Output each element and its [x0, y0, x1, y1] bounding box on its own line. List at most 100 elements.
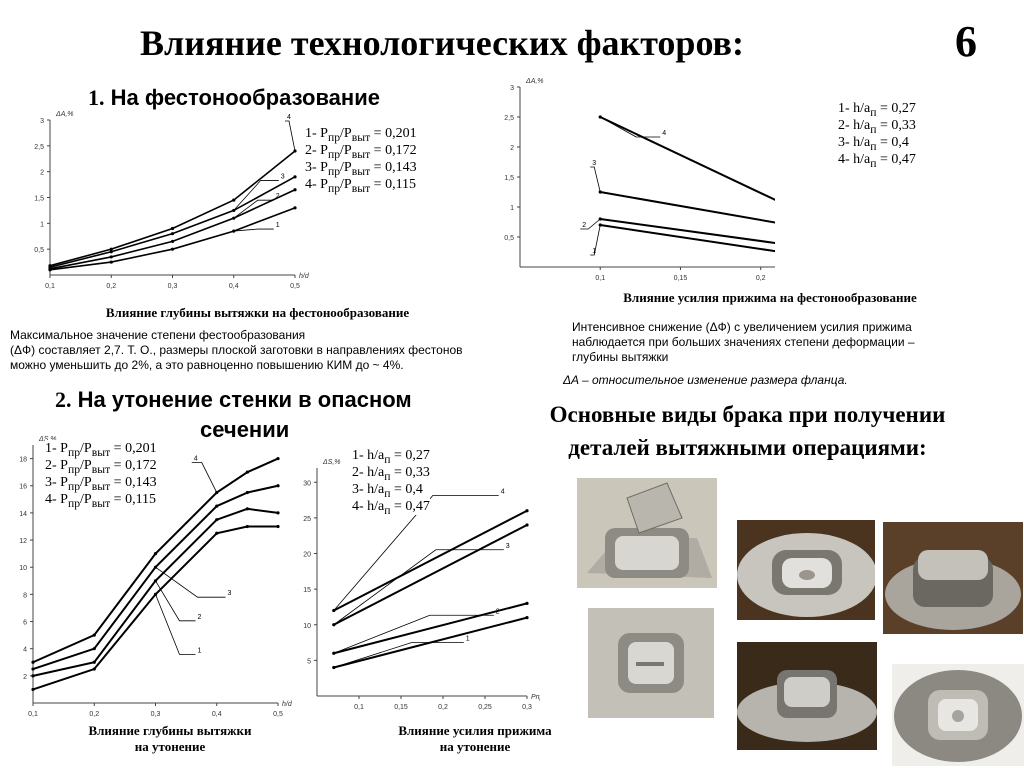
legend-entry: 4- h/aп = 0,47 — [838, 151, 916, 170]
series-leader — [155, 594, 196, 655]
series-point — [153, 552, 158, 556]
series-label: 2 — [496, 608, 500, 615]
y-tick-label: 0,5 — [504, 235, 514, 242]
section-2-line2: сечении — [200, 417, 290, 442]
series-line-3 — [333, 524, 528, 626]
series-leader — [233, 180, 279, 211]
legend-entry-n: 3- — [838, 135, 854, 150]
series-label: 4 — [501, 489, 505, 496]
legend-entry-n: 3- — [305, 160, 321, 175]
legend-entry-main: P — [320, 143, 328, 158]
caption-festoon-depth: Влияние глубины вытяжки на фестонообразо… — [105, 305, 410, 320]
legend-height-top: 1- h/aп = 0,27 2- h/aп = 0,33 3- h/aп = 0,… — [838, 100, 916, 170]
legend-entry-val: = 0,27 — [876, 101, 916, 116]
legend-entry-sub2: выт — [91, 445, 111, 459]
legend-entry-val: = 0,27 — [390, 448, 430, 463]
legend-entry-sub2: выт — [91, 462, 111, 476]
y-axis-label: ΔA,% — [55, 111, 74, 118]
series-point — [525, 601, 529, 605]
legend-entry-n: 1- — [838, 101, 854, 116]
series-label: 1 — [466, 636, 470, 643]
y-tick-label: 2 — [23, 674, 27, 681]
defect-photo-2 — [737, 520, 875, 620]
legend-entry-n: 2- — [838, 118, 854, 133]
y-tick-label: 10 — [19, 565, 27, 572]
note-line: Максимальное значение степени фестообраз… — [10, 328, 306, 342]
series-point — [215, 531, 219, 535]
series-label: 3 — [592, 160, 596, 167]
series-label: 2 — [582, 222, 586, 229]
legend-entry-sub2: выт — [351, 181, 371, 195]
series-point — [293, 206, 297, 210]
legend-entry: 2- Pпр/Pвыт = 0,172 — [45, 457, 157, 476]
legend-entry-slash: /P — [340, 177, 352, 192]
series-line-2 — [600, 218, 775, 244]
y-tick-label: 8 — [23, 592, 27, 599]
legend-entry-slash: /P — [340, 126, 352, 141]
y-tick-label: 1,5 — [504, 175, 514, 182]
series-line-4 — [333, 509, 528, 612]
series-point — [153, 592, 158, 596]
legend-entry-val: = 0,172 — [110, 458, 157, 473]
legend-entry-main: P — [60, 458, 68, 473]
y-tick-label: 0,5 — [34, 247, 44, 254]
y-tick-label: 6 — [23, 620, 27, 627]
x-tick-label: 0,1 — [45, 283, 55, 290]
legend-entry-n: 2- — [305, 143, 321, 158]
note-line: Интенсивное снижение (ΔФ) с увеличением … — [572, 320, 912, 334]
series-label: 1 — [592, 248, 596, 255]
x-axis-label: h/d — [299, 273, 310, 280]
defect-photo-5 — [737, 642, 877, 750]
series-line-2 — [32, 507, 279, 677]
legend-entry-val: = 0,172 — [370, 143, 417, 158]
series-leader — [333, 642, 464, 668]
series-label: 3 — [506, 543, 510, 550]
legend-entry-sub: п — [384, 452, 391, 466]
legend-entry: 1- h/aп = 0,27 — [838, 100, 916, 119]
legend-entry: 3- Pпр/Pвыт = 0,143 — [45, 474, 157, 493]
y-tick-label: 1 — [510, 205, 514, 212]
series-leader — [600, 116, 661, 138]
series-line-3 — [600, 191, 775, 224]
x-tick-label: 0,1 — [354, 704, 364, 711]
legend-entry-sub: пр — [327, 147, 341, 161]
series-point — [109, 250, 113, 254]
defects-heading-line1: Основные виды брака при получении — [549, 402, 946, 427]
series-point — [31, 667, 35, 671]
defect-photo-6 — [892, 664, 1024, 766]
y-tick-label: 18 — [19, 457, 27, 464]
x-tick-label: 0,3 — [522, 704, 532, 711]
legend-entry-n: 4- — [45, 492, 61, 507]
defects-heading-line2: деталей вытяжными операциями: — [568, 435, 927, 460]
section-2-number: 2. — [55, 387, 72, 412]
legend-entry-main: h/a — [367, 499, 385, 514]
legend-entry-sub: п — [384, 503, 391, 517]
series-point — [332, 651, 336, 655]
legend-entry-main: h/a — [367, 465, 385, 480]
legend-entry: 1- h/aп = 0,27 — [352, 447, 430, 466]
legend-entry-slash: /P — [80, 475, 92, 490]
legend-entry-sub: пр — [67, 462, 81, 476]
y-tick-label: 5 — [307, 658, 311, 665]
legend-entry-sub2: выт — [91, 479, 111, 493]
caption-line: на утонение — [439, 739, 511, 754]
legend-entry-sub: пр — [327, 181, 341, 195]
defects-heading: Основные виды брака при получении детале… — [495, 398, 1000, 464]
x-tick-label: 0,2 — [756, 275, 766, 282]
series-line-3 — [32, 484, 279, 671]
legend-entry-n: 4- — [352, 499, 368, 514]
caption-line: на утонение — [134, 739, 206, 754]
section-1-heading: 1. На фестонообразование — [88, 85, 380, 111]
x-tick-label: 0,2 — [89, 711, 99, 718]
x-tick-label: 0,25 — [478, 704, 492, 711]
series-line-1 — [32, 525, 278, 691]
series-point — [92, 660, 96, 664]
x-tick-label: 0,3 — [151, 711, 161, 718]
legend-entry: 3- h/aп = 0,4 — [352, 481, 430, 500]
caption-thinning-pressure: Влияние усилия прижима на утонение — [350, 723, 600, 755]
legend-entry-main: P — [60, 475, 68, 490]
page-title: Влияние технологических факторов: — [140, 23, 744, 63]
legend-entry-val: = 0,4 — [876, 135, 909, 150]
defect-photo-4 — [588, 608, 714, 718]
y-axis-label: ΔS,% — [322, 459, 341, 466]
